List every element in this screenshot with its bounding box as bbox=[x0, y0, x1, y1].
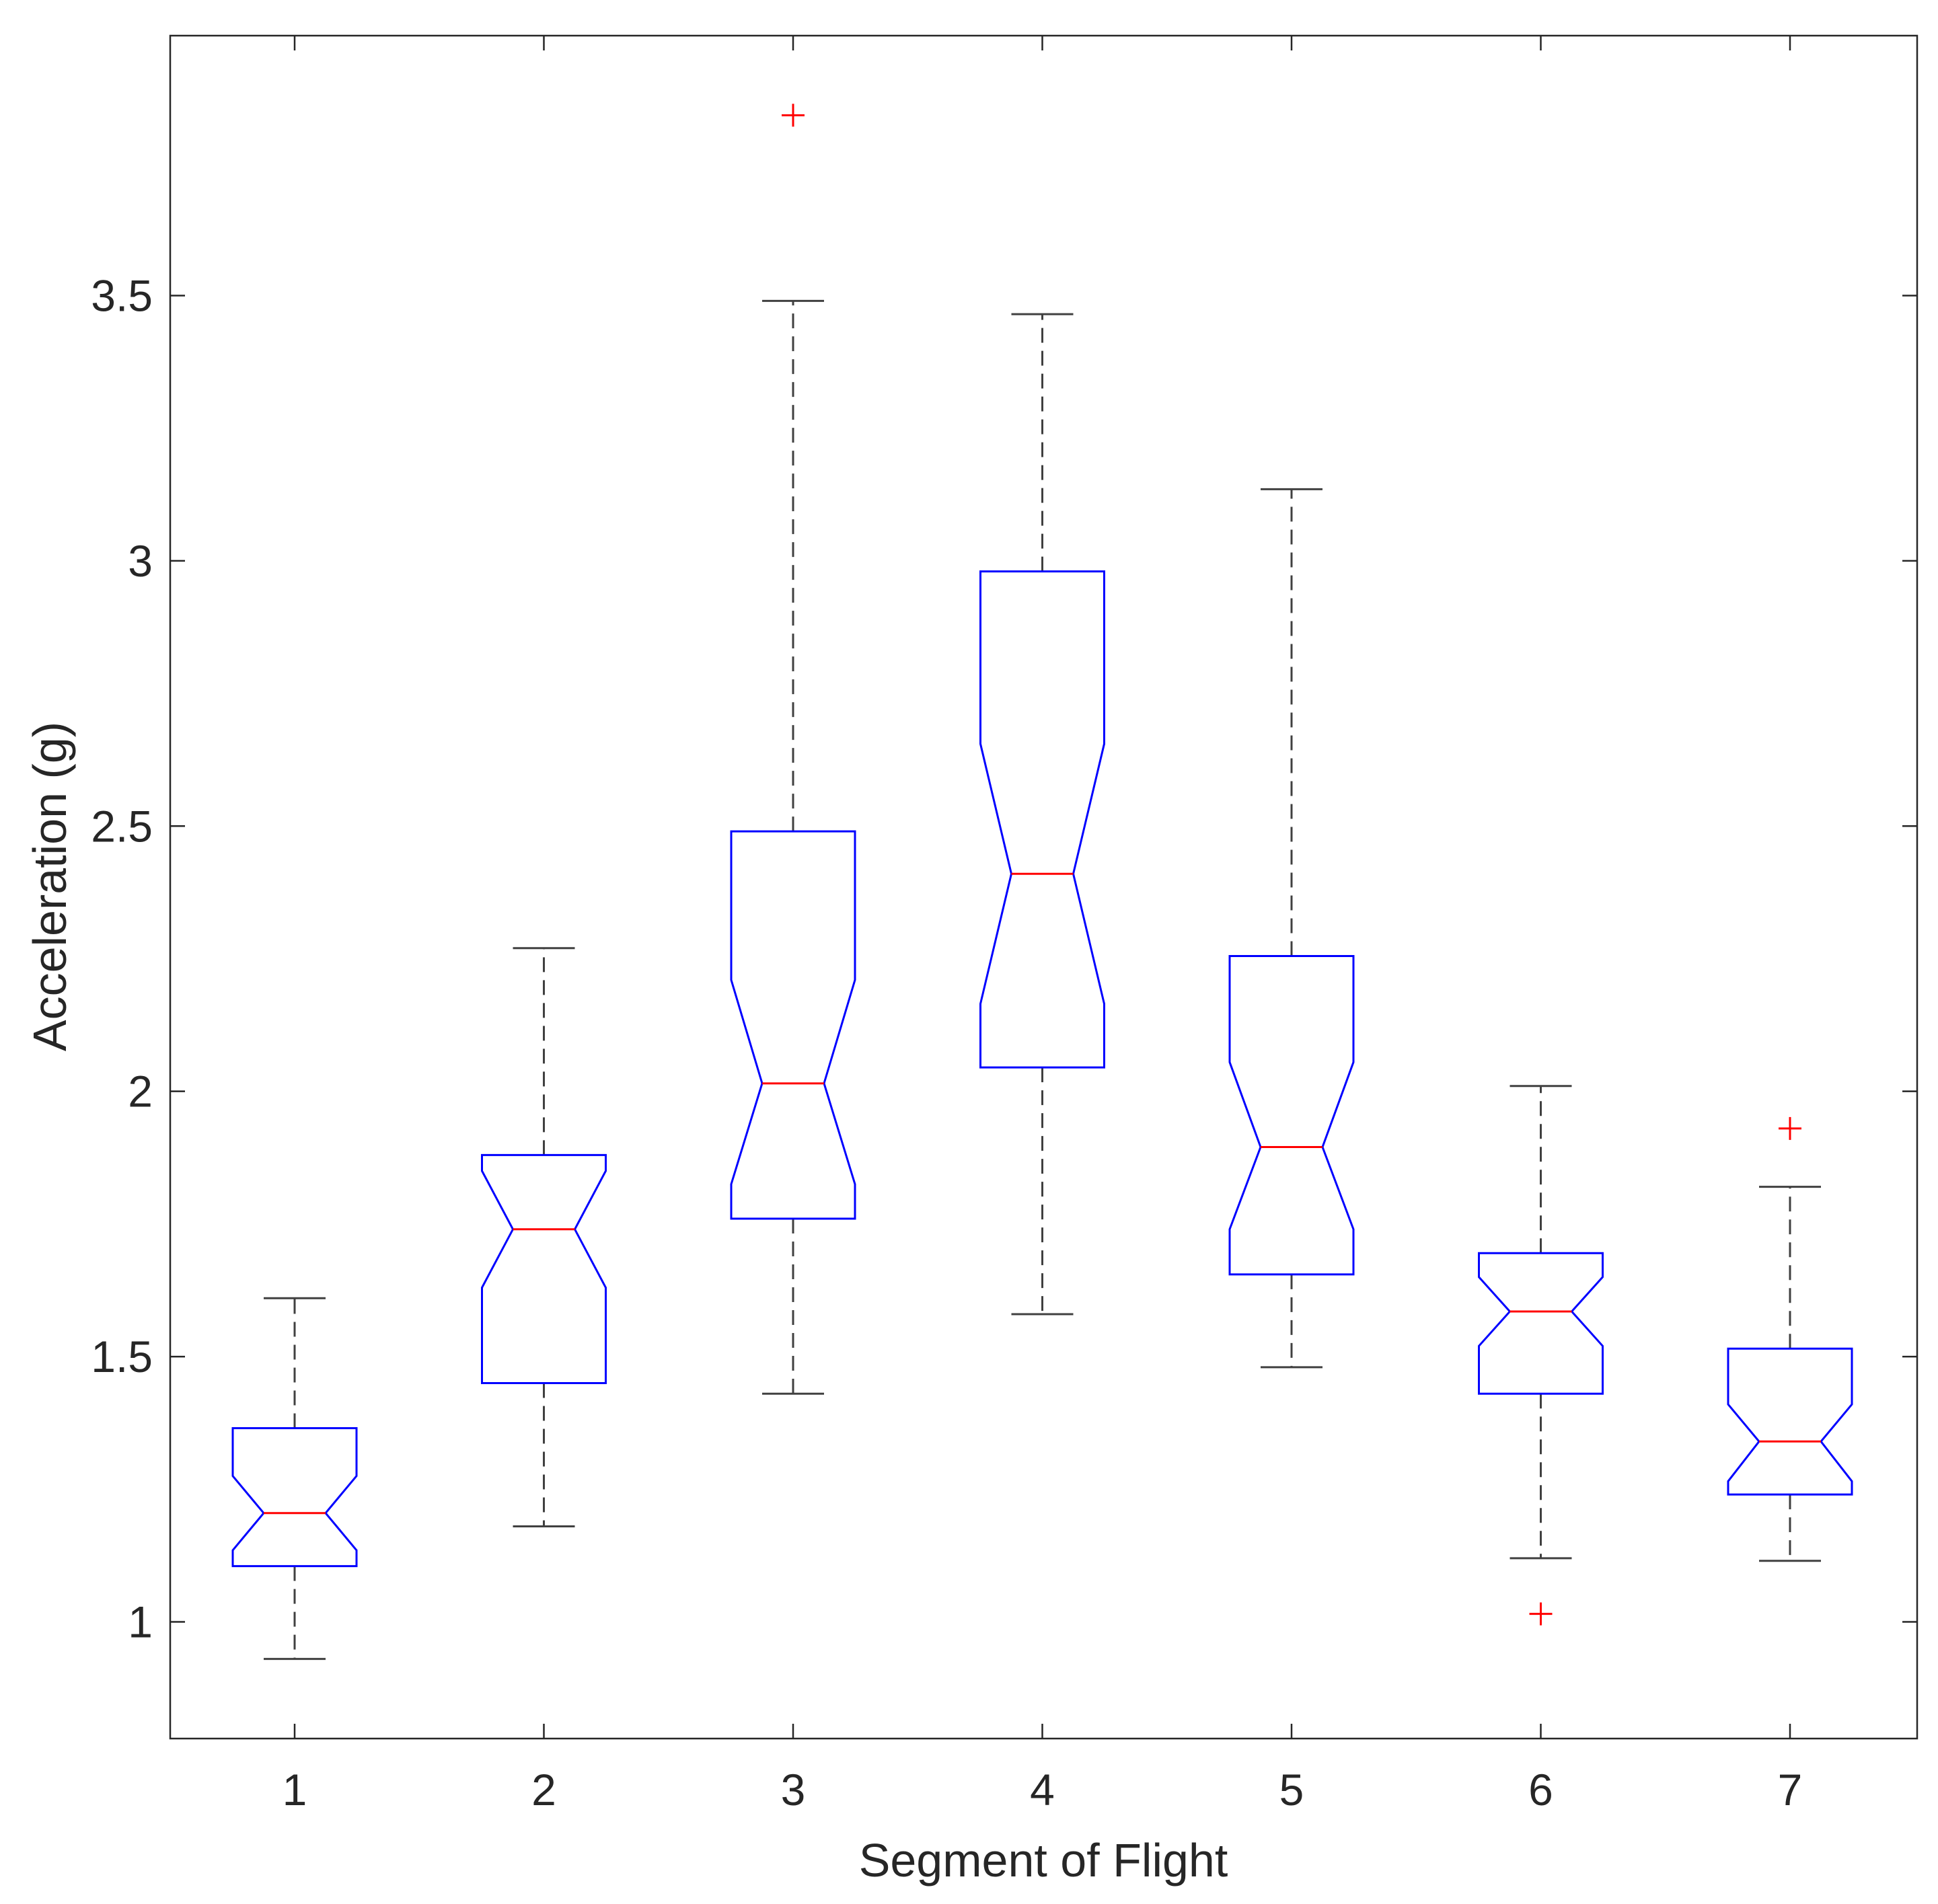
notched-box bbox=[979, 570, 1105, 1069]
notched-box bbox=[481, 1153, 607, 1385]
y-tick-label: 3 bbox=[128, 536, 153, 586]
y-tick-label: 1.5 bbox=[91, 1332, 153, 1381]
y-tick-label: 2.5 bbox=[91, 801, 153, 851]
x-tick-label: 5 bbox=[1279, 1765, 1304, 1815]
plot-frame bbox=[169, 34, 1918, 1740]
y-tick-label: 3.5 bbox=[91, 271, 153, 321]
notched-box bbox=[1478, 1252, 1604, 1395]
x-tick-label: 4 bbox=[1030, 1765, 1055, 1815]
y-axis-label: Acceleration (g) bbox=[24, 722, 76, 1051]
x-tick-label: 1 bbox=[283, 1765, 307, 1815]
y-tick-label: 2 bbox=[128, 1067, 153, 1116]
x-tick-label: 2 bbox=[531, 1765, 556, 1815]
y-tick-label: 1 bbox=[128, 1597, 153, 1646]
x-tick-label: 7 bbox=[1778, 1765, 1803, 1815]
x-tick-label: 3 bbox=[781, 1765, 806, 1815]
notched-box bbox=[1228, 955, 1355, 1276]
notched-box bbox=[1727, 1347, 1853, 1496]
x-tick-label: 6 bbox=[1528, 1765, 1553, 1815]
notched-box bbox=[231, 1427, 358, 1568]
x-axis-label: Segment of Flight bbox=[859, 1834, 1228, 1887]
notched-box bbox=[730, 830, 856, 1220]
